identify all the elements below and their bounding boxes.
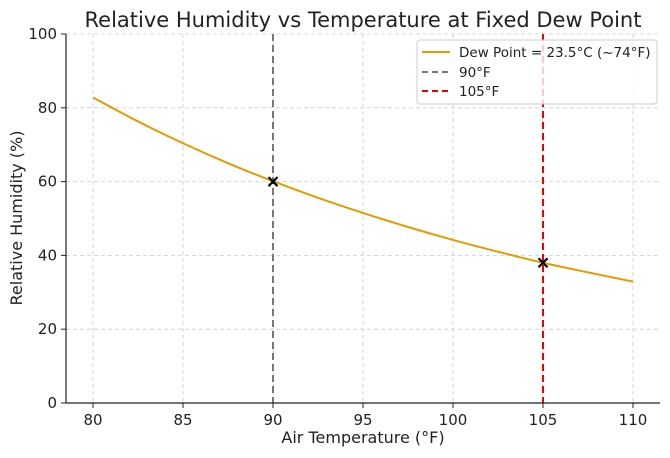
grid — [66, 33, 660, 404]
x-tick-label: 100 — [439, 411, 468, 429]
marker-x — [537, 257, 549, 269]
y-axis-label: Relative Humidity (%) — [7, 131, 26, 306]
legend-label-105f: 105°F — [459, 84, 499, 100]
marker-stroke — [267, 176, 279, 187]
y-tick-label: 0 — [47, 394, 57, 412]
x-tick-label: 90 — [263, 411, 282, 429]
x-tick-label: 110 — [619, 411, 648, 429]
y-tick-label: 60 — [38, 173, 57, 191]
y-tick-label: 40 — [38, 246, 57, 264]
chart-title: Relative Humidity vs Temperature at Fixe… — [85, 8, 642, 32]
legend-box — [416, 39, 658, 105]
y-tick-label: 100 — [28, 25, 57, 43]
marker-x — [267, 176, 279, 187]
marker-stroke — [537, 257, 549, 269]
legend-label-dew-point: Dew Point = 23.5°C (~74°F) — [459, 45, 651, 61]
markers — [267, 176, 549, 269]
x-tick-label: 105 — [529, 411, 558, 429]
legend-label-90f: 90°F — [459, 65, 491, 81]
legend: Dew Point = 23.5°C (~74°F) 90°F 105°F — [416, 39, 658, 105]
x-tick-label: 95 — [353, 411, 372, 429]
x-tick-label: 80 — [83, 411, 102, 429]
x-tick-label: 85 — [173, 411, 192, 429]
x-axis-label: Air Temperature (°F) — [281, 428, 444, 447]
y-tick-label: 80 — [38, 99, 57, 117]
y-tick-label: 20 — [38, 320, 57, 338]
ticks: 80 85 90 95 100 105 110 0 20 40 60 80 100 — [28, 25, 647, 429]
